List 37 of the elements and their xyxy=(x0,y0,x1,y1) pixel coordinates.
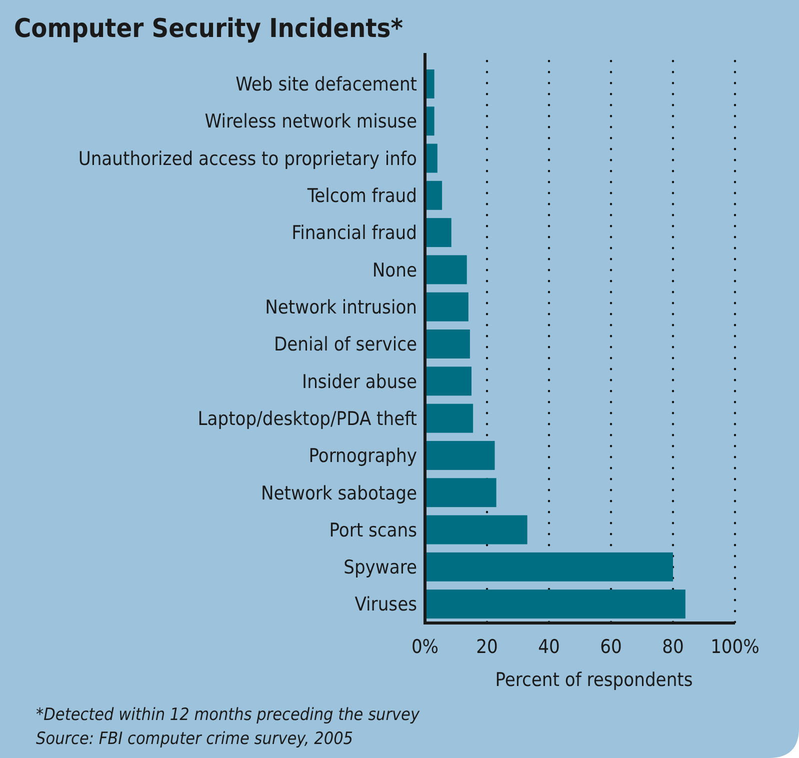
y-tick-label: Port scans xyxy=(329,519,418,542)
y-tick-label: Unauthorized access to proprietary info xyxy=(78,148,417,170)
bar xyxy=(425,590,686,619)
x-tick-label: 80 xyxy=(662,636,684,658)
x-tick-label: 100% xyxy=(710,636,760,658)
y-tick-label: Wireless network misuse xyxy=(204,110,417,133)
bar xyxy=(425,515,528,544)
bar xyxy=(425,180,442,210)
source-note: Source: FBI computer crime survey, 2005 xyxy=(36,729,354,749)
bar xyxy=(425,440,495,470)
y-tick-label: Network intrusion xyxy=(265,296,417,318)
y-tick-label: Denial of service xyxy=(274,334,417,356)
text: Computer Security Incidents* xyxy=(14,14,403,44)
y-tick-label: Laptop/desktop/PDA theft xyxy=(198,408,418,430)
y-tick-label: Viruses xyxy=(354,594,418,616)
bar xyxy=(425,255,467,284)
y-tick-label: Insider abuse xyxy=(302,370,417,393)
y-tick-label: None xyxy=(372,259,417,282)
bar xyxy=(425,478,496,508)
x-tick-label: 40 xyxy=(538,636,560,658)
y-tick-label: Spyware xyxy=(344,556,417,579)
y-tick-label: Web site defacement xyxy=(236,74,418,96)
bar xyxy=(425,330,470,358)
bar xyxy=(425,404,474,433)
bar xyxy=(425,552,673,582)
text: *Detected within 12 months preceding the survey xyxy=(36,705,420,725)
x-axis-title: Percent of respondents xyxy=(495,669,693,691)
x-tick-label: 60 xyxy=(600,636,622,658)
x-tick-label: 0% xyxy=(411,636,439,658)
y-tick-label: Network sabotage xyxy=(260,482,417,504)
y-tick-label: Telcom fraud xyxy=(306,185,417,208)
y-tick-label: Pornography xyxy=(308,445,417,468)
bar xyxy=(425,366,472,396)
bar xyxy=(425,292,468,322)
y-tick-label: Financial fraud xyxy=(292,222,417,244)
bar xyxy=(425,218,452,248)
x-tick-label: 20 xyxy=(476,636,498,658)
